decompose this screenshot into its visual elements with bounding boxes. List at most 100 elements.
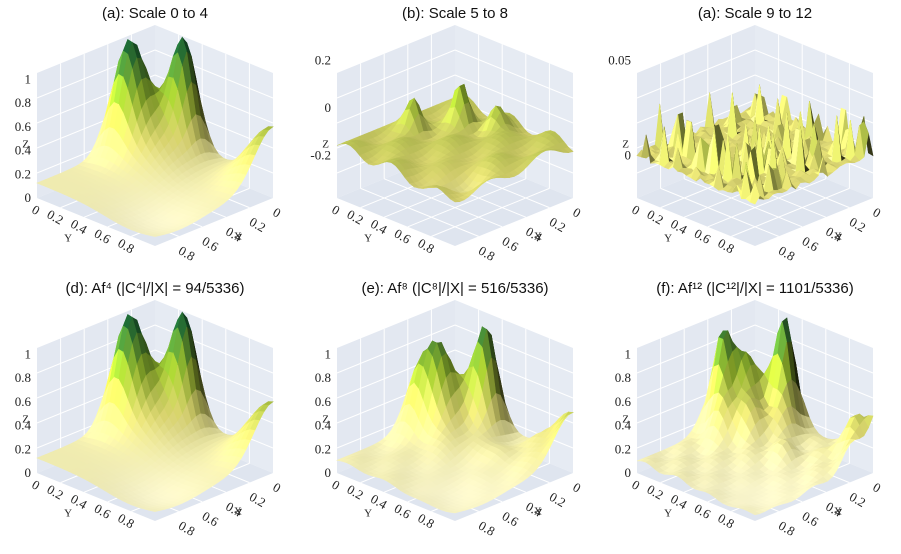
y-tick-label: 0.4 [668,216,690,237]
y-tick-label: 0.4 [668,491,690,512]
x-tick-label: 0.8 [176,243,198,264]
x-tick-label: 0.6 [800,233,822,254]
y-tick-label: 0.4 [68,216,90,237]
y-tick-label: 0.8 [715,235,737,256]
z-axis-label: Z [322,138,329,150]
y-tick-label: 0.2 [645,206,667,227]
grid-line [336,49,456,99]
grid-line [636,74,756,124]
z-tick-label: 1 [325,346,332,361]
y-tick-label: 0 [629,477,642,493]
y-tick-label: 0.8 [715,510,737,531]
x-tick-label: 0.4 [823,499,845,520]
x-tick-label: 0.6 [800,508,822,529]
y-axis-label: Y [664,233,672,245]
panel: (f): Af¹² (|C¹²|/|X| = 1101/5336)10.80.6… [615,280,884,539]
z-axis-label: Z [622,413,629,425]
grid-line [384,178,503,228]
x-tick-label: 0.2 [847,214,869,235]
y-axis-label: Y [64,233,72,245]
grid-line [636,49,756,99]
y-tick-label: 0.6 [92,226,114,247]
x-tick-label: 0.2 [547,214,569,235]
y-tick-label: 0.6 [392,226,414,247]
x-axis-label: X [834,231,842,243]
grid-line [731,187,850,237]
surface-patch [150,234,160,237]
x-tick-label: 0.8 [776,243,798,264]
y-tick-label: 0.2 [345,206,367,227]
surface-patch [750,181,760,205]
grid-line [454,324,574,374]
x-tick-label: 0.2 [247,489,269,510]
z-tick-label: 0.2 [315,53,331,68]
panel: (a): Scale 0 to 410.80.60.40.20Z00.20.40… [15,5,284,264]
x-tick-label: 0.8 [176,518,198,539]
x-tick-label: 0.6 [500,508,522,529]
panel-title: (e): Af⁸ (|C⁸|/|X| = 516/5336) [361,280,548,297]
z-tick-label: 0.6 [15,119,32,134]
x-tick-label: 0 [570,479,583,495]
z-tick-label: 0.6 [315,394,332,409]
z-tick-label: 0.2 [15,166,31,181]
panel: (e): Af⁸ (|C⁸|/|X| = 516/5336)10.80.60.4… [315,280,584,539]
y-tick-label: 0.4 [68,491,90,512]
y-tick-label: 0.8 [415,235,437,256]
x-tick-label: 0.2 [247,214,269,235]
z-tick-label: 0 [625,465,632,480]
z-tick-label: 0.6 [15,394,32,409]
x-tick-label: 0 [570,204,583,220]
y-tick-label: 0.2 [345,481,367,502]
y-axis-label: Y [364,508,372,520]
z-tick-label: 0.05 [608,53,631,68]
grid-line [407,178,526,228]
surface-patch [150,509,160,512]
y-axis-label: Y [364,233,372,245]
y-tick-label: 0 [29,477,42,493]
z-tick-label: 1 [25,346,32,361]
x-tick-label: 0.8 [776,518,798,539]
z-tick-label: 0 [325,100,332,115]
panel-title: (a): Scale 0 to 4 [102,5,208,22]
z-tick-label: 0.2 [15,441,31,456]
x-tick-label: 0.4 [223,499,245,520]
z-axis-label: Z [22,413,29,425]
z-tick-label: 0.4 [15,418,32,433]
grid-line [336,74,456,124]
y-tick-label: 0.8 [115,510,137,531]
grid-line [660,187,779,237]
y-tick-label: 0.6 [692,226,714,247]
y-tick-label: 0.2 [45,206,67,227]
y-tick-label: 0.2 [645,481,667,502]
y-axis-label: Y [664,508,672,520]
surface-patch [449,198,461,203]
z-tick-label: 0.2 [315,441,331,456]
y-tick-label: 0.6 [692,501,714,522]
y-tick-label: 0.6 [92,501,114,522]
x-tick-label: 0.6 [200,508,222,529]
x-tick-label: 0 [270,204,283,220]
x-tick-label: 0.4 [523,499,545,520]
x-tick-label: 0 [870,204,883,220]
panel: (d): Af⁴ (|C⁴|/|X| = 94/5336)10.80.60.40… [15,280,284,539]
y-tick-label: 0.4 [368,216,390,237]
x-tick-label: 0.2 [547,489,569,510]
z-axis-label: Z [622,138,629,150]
x-axis-label: X [234,506,242,518]
panel-title: (f): Af¹² (|C¹²|/|X| = 1101/5336) [656,280,853,297]
grid-line [754,74,874,124]
z-tick-label: 1 [25,71,32,86]
x-axis-label: X [534,231,542,243]
z-tick-label: 0.8 [15,370,31,385]
grid-line [360,187,479,237]
y-tick-label: 0.2 [45,481,67,502]
x-axis-label: X [834,506,842,518]
z-tick-label: 0.4 [615,418,632,433]
x-tick-label: 0.6 [500,233,522,254]
z-tick-label: 0.8 [315,370,331,385]
y-tick-label: 0.8 [415,510,437,531]
z-tick-label: 0 [25,190,32,205]
grid-line [754,49,874,99]
z-tick-label: 0.6 [615,394,632,409]
